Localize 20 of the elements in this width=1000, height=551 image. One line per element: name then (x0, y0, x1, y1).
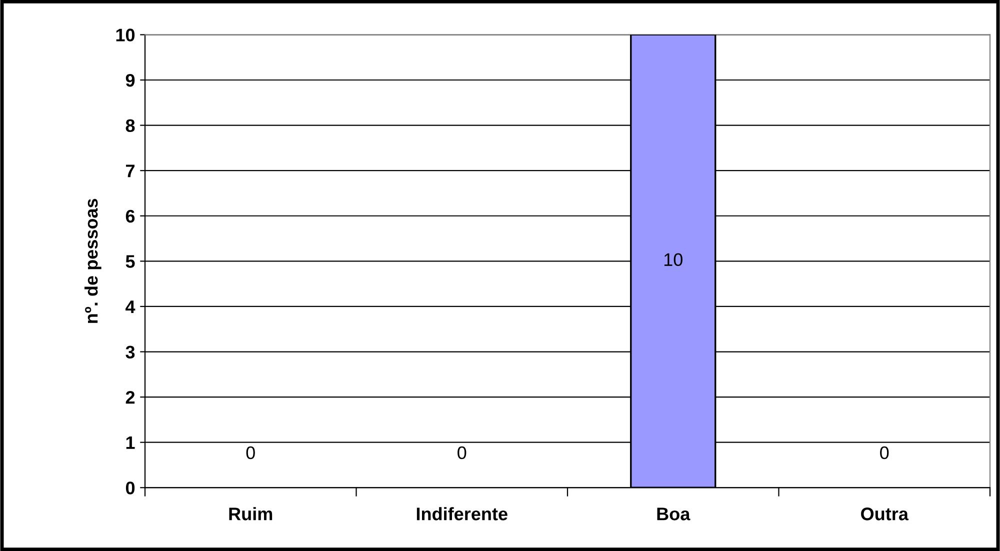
y-tick-label: 9 (126, 74, 135, 87)
x-tick-label: Indiferente (416, 507, 508, 520)
y-tick-label: 8 (126, 119, 135, 132)
data-label: 0 (246, 446, 255, 460)
y-tick-label: 5 (126, 255, 135, 268)
y-tick-label: 0 (126, 482, 135, 494)
y-tick-label: 3 (126, 346, 135, 359)
data-label: 10 (664, 253, 682, 266)
y-axis-title: nº. de pessoas (84, 198, 102, 323)
y-tick-label: 2 (126, 390, 135, 404)
y-tick-label: 1 (126, 436, 135, 449)
x-tick-label: Boa (657, 508, 690, 520)
x-tick-label: Ruim (229, 507, 272, 520)
data-label: 0 (458, 446, 466, 460)
y-tick-label: 4 (126, 300, 136, 314)
x-tick-label: Outra (861, 508, 909, 520)
y-tick-label: 7 (126, 164, 134, 178)
y-tick-label: 10 (116, 28, 135, 42)
data-label: 0 (880, 446, 889, 460)
y-tick-label: 6 (126, 210, 135, 223)
